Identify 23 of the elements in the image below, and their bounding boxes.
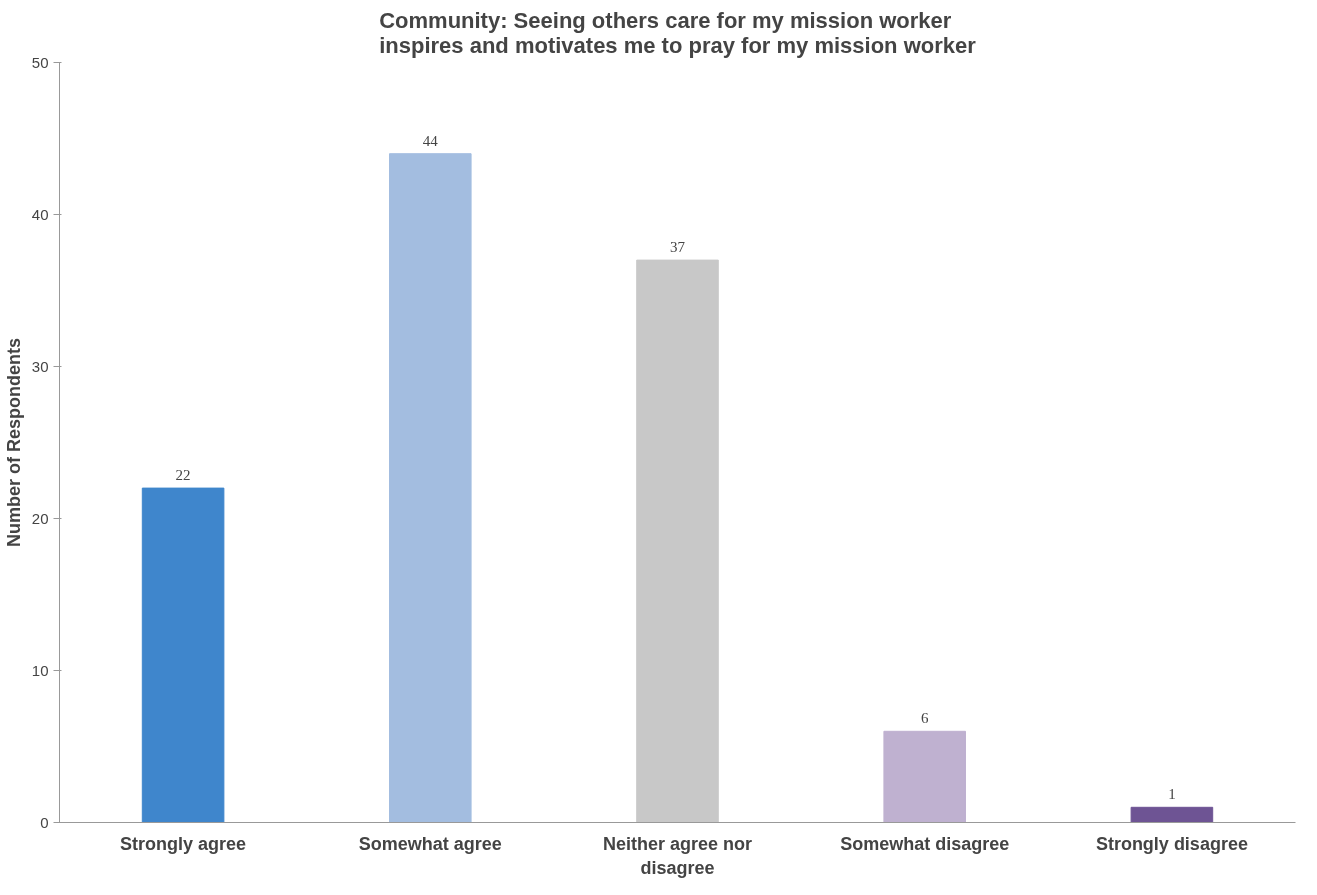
data-label: 6 bbox=[920, 710, 929, 727]
bar bbox=[141, 487, 225, 823]
data-label: 22 bbox=[175, 467, 191, 484]
x-tick-label: Somewhat agree bbox=[358, 833, 502, 854]
x-tick-label: Strongly agree bbox=[120, 833, 247, 854]
bar bbox=[1130, 806, 1214, 823]
bar bbox=[389, 153, 472, 823]
x-tick-label: Strongly disagree bbox=[1095, 833, 1248, 854]
x-tick-label: Somewhat disagree bbox=[840, 833, 1010, 854]
y-axis-title: Number of Respondents bbox=[3, 337, 24, 548]
y-tick-label: 50 bbox=[31, 53, 49, 71]
y-tick-label: 20 bbox=[31, 509, 49, 527]
data-label: 1 bbox=[1168, 786, 1176, 803]
y-tick-label: 40 bbox=[31, 205, 49, 223]
y-tick-label: 10 bbox=[31, 661, 49, 679]
data-label: 44 bbox=[422, 132, 439, 149]
y-tick-label: 30 bbox=[31, 357, 49, 375]
x-tick-label: Neither agree nor disagree bbox=[602, 833, 753, 878]
y-tick-label: 0 bbox=[40, 813, 49, 831]
chart-title: Community: Seeing others care for my mission worker inspires and motivates me to pray for my mission worker bbox=[379, 7, 977, 58]
bar bbox=[883, 730, 966, 823]
data-label: 37 bbox=[670, 239, 686, 256]
bar bbox=[636, 259, 719, 823]
